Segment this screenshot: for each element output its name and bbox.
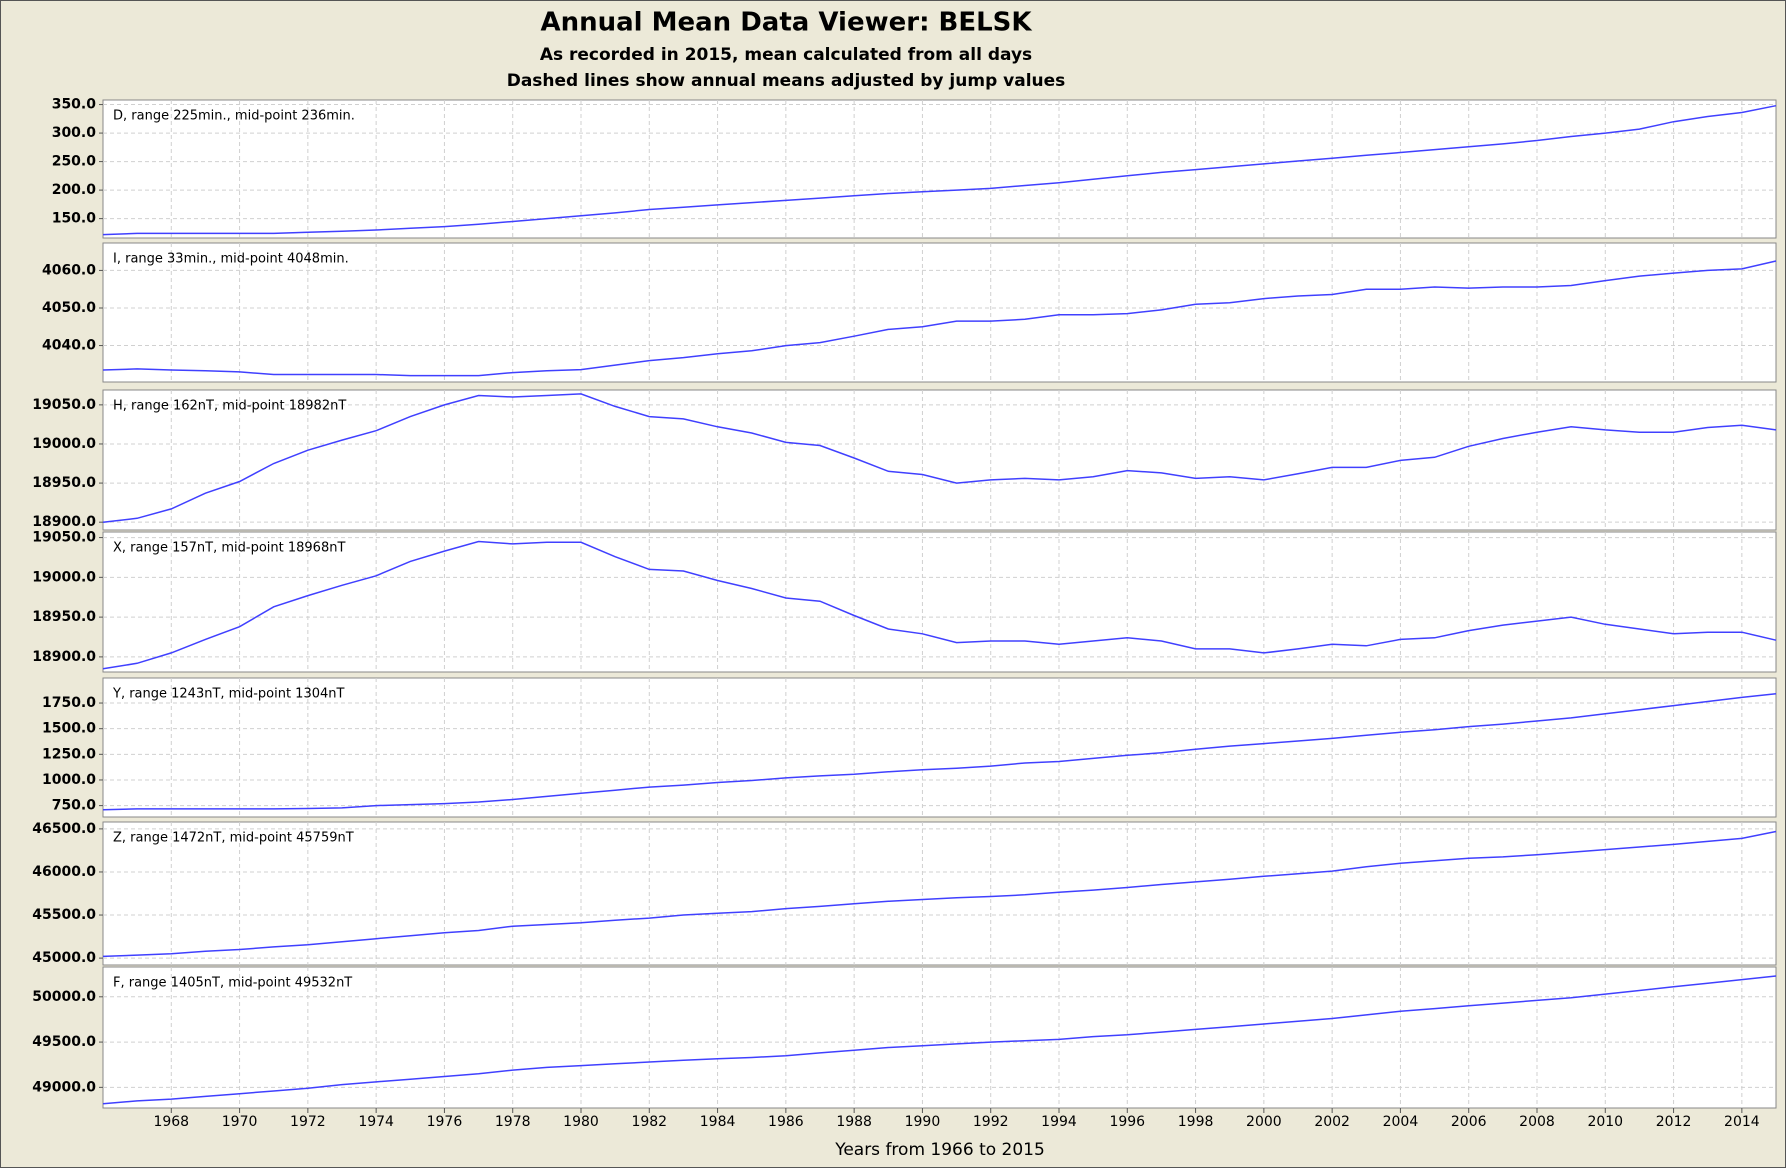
y-tick-label: 46500.0 [32,821,96,837]
x-tick-label: 1990 [905,1114,941,1130]
y-tick-label: 18950.0 [32,609,96,625]
y-tick-label: 18950.0 [32,475,96,491]
chart-title: Annual Mean Data Viewer: BELSK [540,8,1032,38]
y-tick-label: 1750.0 [42,695,96,711]
panel-annotation: Y, range 1243nT, mid-point 1304nT [112,687,344,702]
x-tick-label: 1984 [700,1114,736,1130]
data-line [102,693,1777,811]
plot-area [102,821,1777,966]
plot-area [102,389,1777,531]
x-axis-label: Years from 1966 to 2015 [834,1140,1045,1160]
x-tick-label: 1980 [563,1114,599,1130]
x-tick-label: 2006 [1451,1114,1487,1130]
y-tick-label: 4040.0 [42,338,96,354]
y-tick-label: 200.0 [52,182,97,198]
x-tick-label: 1970 [222,1114,258,1130]
plot-area [102,677,1777,818]
data-line [102,104,1777,236]
y-tick-label: 18900.0 [32,514,96,530]
data-line [102,540,1777,670]
panel-annotation: F, range 1405nT, mid-point 49532nT [113,976,352,991]
y-tick-label: 19000.0 [32,436,96,452]
y-tick-label: 4050.0 [42,300,96,316]
x-tick-label: 2012 [1656,1114,1692,1130]
x-tick-label: 1972 [290,1114,326,1130]
x-tick-label: 1974 [358,1114,394,1130]
data-line [102,260,1777,377]
x-tick-label: 1998 [1178,1114,1214,1130]
panel-annotation: H, range 162nT, mid-point 18982nT [113,399,346,414]
y-tick-label: 750.0 [52,798,97,814]
y-tick-label: 150.0 [52,211,97,227]
y-tick-label: 300.0 [52,125,97,141]
x-tick-label: 1978 [495,1114,531,1130]
y-tick-label: 19000.0 [32,569,96,585]
y-tick-label: 49000.0 [32,1079,96,1095]
y-tick-label: 18900.0 [32,649,96,665]
plot-area [102,966,1777,1109]
x-tick-label: 2010 [1587,1114,1623,1130]
panel-annotation: D, range 225min., mid-point 236min. [113,109,355,124]
y-tick-label: 350.0 [52,97,97,113]
x-tick-label: 1994 [1041,1114,1077,1130]
plot-area [102,99,1777,239]
panel-annotation: X, range 157nT, mid-point 18968nT [113,541,345,556]
panel-annotation: I, range 33min., mid-point 4048min. [113,252,349,267]
y-tick-label: 45500.0 [32,907,96,923]
y-tick-label: 19050.0 [32,530,96,546]
panel-annotation: Z, range 1472nT, mid-point 45759nT [113,831,354,846]
y-tick-label: 1000.0 [42,772,96,788]
data-line [102,830,1777,958]
y-tick-label: 19050.0 [32,397,96,413]
x-tick-label: 1992 [973,1114,1009,1130]
chart-subtitle: Dashed lines show annual means adjusted … [507,71,1066,91]
y-tick-label: 46000.0 [32,864,96,880]
y-tick-label: 4060.0 [42,262,96,278]
plot-area [102,531,1777,673]
chart-subtitle: As recorded in 2015, mean calculated fro… [540,45,1032,65]
y-tick-label: 49500.0 [32,1034,96,1050]
x-tick-label: 1988 [836,1114,872,1130]
y-tick-label: 45000.0 [32,950,96,966]
x-tick-label: 2014 [1724,1114,1760,1130]
x-tick-label: 2004 [1383,1114,1419,1130]
x-tick-label: 2008 [1519,1114,1555,1130]
plot-area [102,242,1777,383]
x-tick-label: 1986 [768,1114,804,1130]
x-tick-label: 1982 [631,1114,667,1130]
x-tick-label: 1996 [1109,1114,1145,1130]
y-tick-label: 1250.0 [42,746,96,762]
y-tick-label: 1500.0 [42,721,96,737]
x-tick-label: 2000 [1246,1114,1282,1130]
x-tick-label: 1968 [153,1114,189,1130]
data-line [102,393,1777,523]
data-line [102,975,1777,1105]
y-tick-label: 50000.0 [32,989,96,1005]
x-tick-label: 1976 [427,1114,463,1130]
x-tick-label: 2002 [1314,1114,1350,1130]
y-tick-label: 250.0 [52,154,97,170]
